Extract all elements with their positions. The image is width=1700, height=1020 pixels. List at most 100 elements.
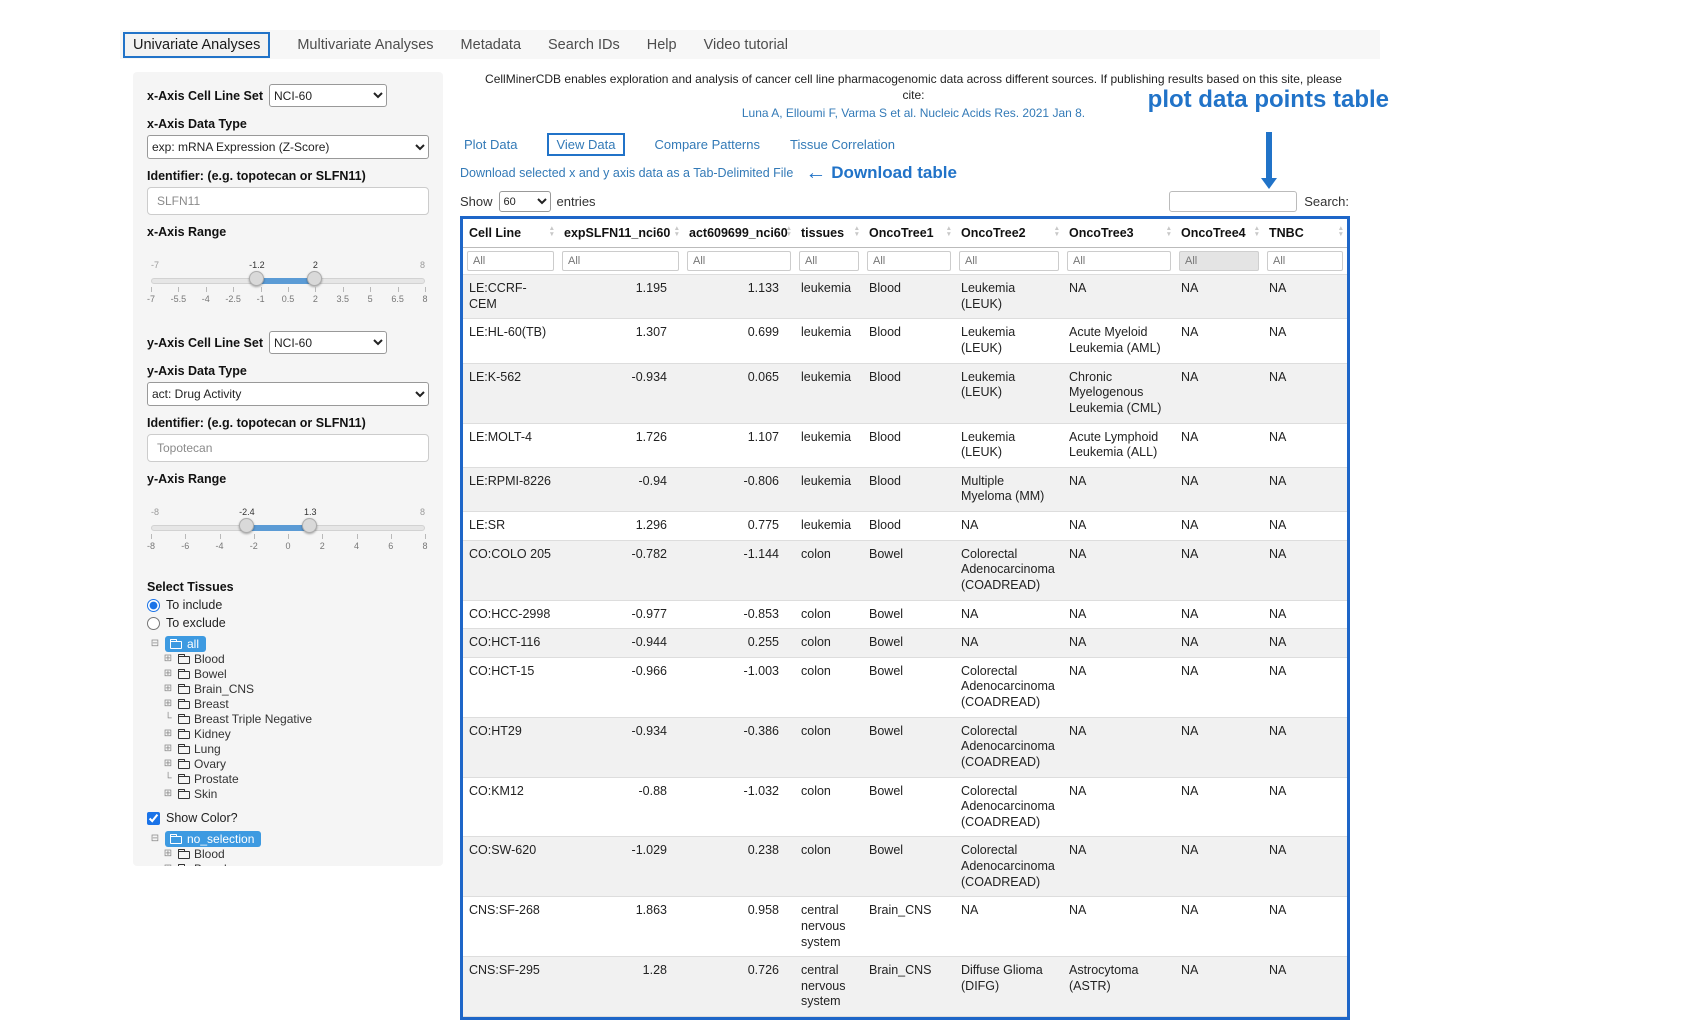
download-link[interactable]: Download selected x and y axis data as a… <box>460 166 793 180</box>
table-row[interactable]: CO:HCT-116-0.9440.255colonBowelNANANANA <box>463 629 1347 658</box>
sort-icon[interactable]: ▲▼ <box>674 226 680 237</box>
expand-icon[interactable]: ⊞ <box>162 743 174 754</box>
tree-node-blood[interactable]: ⊞Blood <box>162 651 429 666</box>
y-axis-range-slider[interactable]: -88-2.41.3-8-6-4-202468 <box>151 508 425 564</box>
column-header-expslfn11-nci60[interactable]: expSLFN11_nci60▲▼ <box>558 219 683 248</box>
to-exclude-option[interactable]: To exclude <box>147 616 429 630</box>
sort-icon[interactable]: ▲▼ <box>786 226 792 237</box>
tab-view-data[interactable]: View Data <box>547 133 624 156</box>
table-row[interactable]: CO:SW-620-1.0290.238colonBowelColorectal… <box>463 837 1347 897</box>
tree-node-blood[interactable]: ⊞Blood <box>162 846 429 861</box>
tree-root-chip-no-selection[interactable]: no_selection <box>165 831 261 847</box>
table-row[interactable]: CNS:SF-2951.280.726central nervous syste… <box>463 957 1347 1017</box>
x-cell-line-set-select[interactable]: NCI-60 <box>269 84 387 107</box>
y-cell-line-set-select[interactable]: NCI-60 <box>269 331 387 354</box>
tree-node-breast[interactable]: ⊞Breast <box>162 696 429 711</box>
table-row[interactable]: LE:MOLT-41.7261.107leukemiaBloodLeukemia… <box>463 423 1347 467</box>
sort-icon[interactable]: ▲▼ <box>1338 226 1344 237</box>
filter-tissues[interactable] <box>799 251 859 271</box>
table-row[interactable]: LE:CCRF-CEM1.1951.133leukemiaBloodLeukem… <box>463 275 1347 319</box>
table-row[interactable]: LE:RPMI-8226-0.94-0.806leukemiaBloodMult… <box>463 467 1347 511</box>
entries-select[interactable]: 60 <box>499 191 551 212</box>
x-axis-range-slider[interactable]: -78-1.22-7-5.5-4-2.5-10.523.556.58 <box>151 261 425 317</box>
tree-node-ovary[interactable]: ⊞Ovary <box>162 756 429 771</box>
expand-icon[interactable]: ⊞ <box>162 788 174 799</box>
expand-icon[interactable]: ⊞ <box>162 848 174 859</box>
expand-icon[interactable]: ⊞ <box>162 863 174 866</box>
expand-icon[interactable]: ⊞ <box>162 758 174 769</box>
nav-tab-help[interactable]: Help <box>647 37 677 53</box>
expand-icon[interactable]: ⊞ <box>162 698 174 709</box>
y-data-type-select[interactable]: act: Drug Activity <box>147 382 429 406</box>
tab-plot-data[interactable]: Plot Data <box>464 137 517 152</box>
table-row[interactable]: CO:HCT-15-0.966-1.003colonBowelColorecta… <box>463 657 1347 717</box>
expand-icon[interactable]: ⊞ <box>162 653 174 664</box>
to-exclude-radio[interactable] <box>147 617 160 630</box>
filter-tnbc[interactable] <box>1267 251 1343 271</box>
column-header-act609699-nci60[interactable]: act609699_nci60▲▼ <box>683 219 795 248</box>
sort-icon[interactable]: ▲▼ <box>946 226 952 237</box>
table-row[interactable]: CNS:SF-2681.8630.958central nervous syst… <box>463 897 1347 957</box>
table-row[interactable]: LE:HL-60(TB)1.3070.699leukemiaBloodLeuke… <box>463 319 1347 363</box>
sort-icon[interactable]: ▲▼ <box>549 226 555 237</box>
tree-node-bowel[interactable]: ⊞Bowel <box>162 861 429 866</box>
sort-icon[interactable]: ▲▼ <box>1254 226 1260 237</box>
show-color-checkbox[interactable] <box>147 812 160 825</box>
filter-oncotree3[interactable] <box>1067 251 1171 271</box>
collapse-icon[interactable]: ⊟ <box>149 638 161 649</box>
tree-node-kidney[interactable]: ⊞Kidney <box>162 726 429 741</box>
filter-oncotree2[interactable] <box>959 251 1059 271</box>
table-row[interactable]: LE:SR1.2960.775leukemiaBloodNANANANA <box>463 512 1347 541</box>
column-header-tnbc[interactable]: TNBC▲▼ <box>1263 219 1347 248</box>
table-row[interactable]: CO:KM12-0.88-1.032colonBowelColorectal A… <box>463 777 1347 837</box>
table-row[interactable]: CO:COLO 205-0.782-1.144colonBowelColorec… <box>463 540 1347 600</box>
nav-tab-metadata[interactable]: Metadata <box>461 37 521 53</box>
show-color-option[interactable]: Show Color? <box>147 811 429 825</box>
x-data-type-select[interactable]: exp: mRNA Expression (Z-Score) <box>147 135 429 159</box>
table-row[interactable]: CO:HT29-0.934-0.386colonBowelColorectal … <box>463 717 1347 777</box>
tree-node-skin[interactable]: ⊞Skin <box>162 786 429 801</box>
tab-compare-patterns[interactable]: Compare Patterns <box>655 137 761 152</box>
filter-oncotree4[interactable] <box>1179 251 1259 271</box>
tab-tissue-correlation[interactable]: Tissue Correlation <box>790 137 895 152</box>
sort-icon[interactable]: ▲▼ <box>1166 226 1172 237</box>
column-header-oncotree2[interactable]: OncoTree2▲▼ <box>955 219 1063 248</box>
collapse-icon[interactable]: ⊟ <box>149 833 161 844</box>
table-row[interactable]: CO:HCC-2998-0.977-0.853colonBowelNANANAN… <box>463 600 1347 629</box>
filter-cell-line[interactable] <box>467 251 554 271</box>
nav-tab-search-ids[interactable]: Search IDs <box>548 37 620 53</box>
to-include-option[interactable]: To include <box>147 598 429 612</box>
table-row[interactable]: LE:K-562-0.9340.065leukemiaBloodLeukemia… <box>463 363 1347 423</box>
column-header-oncotree4[interactable]: OncoTree4▲▼ <box>1175 219 1263 248</box>
tree-node-no-selection[interactable]: ⊟ no_selection <box>149 831 429 846</box>
sort-icon[interactable]: ▲▼ <box>1054 226 1060 237</box>
range-handle-low[interactable] <box>239 518 254 533</box>
column-header-oncotree3[interactable]: OncoTree3▲▼ <box>1063 219 1175 248</box>
nav-tab-multivariate-analyses[interactable]: Multivariate Analyses <box>297 37 433 53</box>
column-header-tissues[interactable]: tissues▲▼ <box>795 219 863 248</box>
column-header-oncotree1[interactable]: OncoTree1▲▼ <box>863 219 955 248</box>
tree-node-prostate[interactable]: └Prostate <box>162 771 429 786</box>
expand-icon[interactable]: ⊞ <box>162 728 174 739</box>
range-handle-low[interactable] <box>249 271 264 286</box>
y-identifier-input[interactable] <box>147 434 429 462</box>
filter-act609699-nci60[interactable] <box>687 251 791 271</box>
tree-root-chip-all[interactable]: all <box>165 636 206 652</box>
filter-expslfn11-nci60[interactable] <box>562 251 679 271</box>
expand-icon[interactable]: ⊞ <box>162 683 174 694</box>
tree-node-lung[interactable]: ⊞Lung <box>162 741 429 756</box>
expand-icon[interactable]: ⊞ <box>162 668 174 679</box>
filter-oncotree1[interactable] <box>867 251 951 271</box>
nav-tab-video-tutorial[interactable]: Video tutorial <box>704 37 788 53</box>
to-include-radio[interactable] <box>147 599 160 612</box>
nav-tab-univariate-analyses[interactable]: Univariate Analyses <box>123 32 270 58</box>
x-identifier-input[interactable] <box>147 187 429 215</box>
sort-icon[interactable]: ▲▼ <box>854 226 860 237</box>
tree-node-brain-cns[interactable]: ⊞Brain_CNS <box>162 681 429 696</box>
tree-node-bowel[interactable]: ⊞Bowel <box>162 666 429 681</box>
slider-tick-label: -7 <box>147 294 155 304</box>
tree-node-all[interactable]: ⊟ all <box>149 636 429 651</box>
column-header-cell-line[interactable]: Cell Line▲▼ <box>463 219 558 248</box>
search-input[interactable] <box>1169 191 1297 212</box>
tree-node-breast-triple-negative[interactable]: └Breast Triple Negative <box>162 711 429 726</box>
